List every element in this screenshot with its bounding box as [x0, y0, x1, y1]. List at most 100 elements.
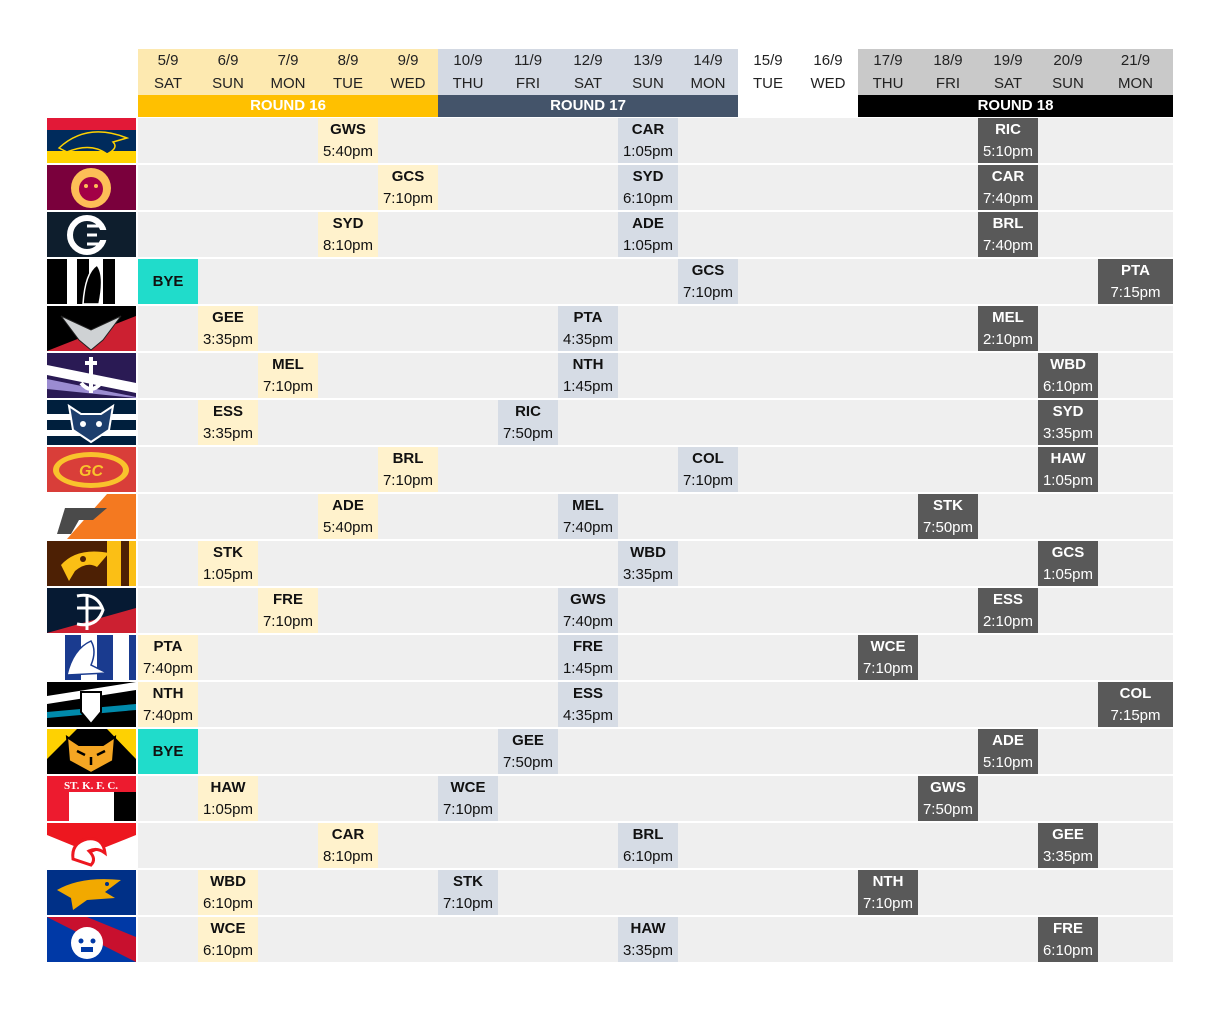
weekday-label: FRI	[935, 75, 961, 92]
date-header: 14/9 MON	[678, 49, 738, 95]
fixture-cell[interactable]: ESS 4:35pm	[558, 682, 618, 727]
fixture-cell[interactable]: ADE 5:10pm	[978, 729, 1038, 774]
fixture-cell[interactable]: COL 7:10pm	[678, 447, 738, 492]
time-label: 2:10pm	[982, 613, 1034, 630]
fixture-cell[interactable]: CAR 8:10pm	[318, 823, 378, 868]
fixture-cell[interactable]: PTA 7:15pm	[1098, 259, 1173, 304]
fixture-cell[interactable]: NTH 7:40pm	[138, 682, 198, 727]
fixture-cell[interactable]: FRE 1:45pm	[558, 635, 618, 680]
fixture-cell[interactable]: GCS 1:05pm	[1038, 541, 1098, 586]
weekday-label: SUN	[632, 75, 664, 92]
opponent-label: GWS	[330, 121, 366, 138]
fixture-cell[interactable]: STK 7:50pm	[918, 494, 978, 539]
opponent-label: BRL	[992, 215, 1024, 232]
fixture-cell[interactable]: ADE 5:40pm	[318, 494, 378, 539]
power-logo-icon	[47, 682, 136, 727]
fixture-cell[interactable]: ESS 3:35pm	[198, 400, 258, 445]
fixture-cell[interactable]: SYD 6:10pm	[618, 165, 678, 210]
tigers-logo-icon	[47, 729, 136, 774]
opponent-label: GEE	[212, 309, 244, 326]
date-header: 11/9 FRI	[498, 49, 558, 95]
opponent-label: MEL	[572, 497, 604, 514]
fixture-cell[interactable]: BRL 7:10pm	[378, 447, 438, 492]
fixture-cell[interactable]: FRE 6:10pm	[1038, 917, 1098, 962]
team-row	[138, 776, 1173, 821]
saints-logo-text: ST. K. F. C.	[64, 780, 118, 792]
date-header: 21/9 MON	[1098, 49, 1173, 95]
fixture-cell[interactable]: NTH 7:10pm	[858, 870, 918, 915]
fixture-cell[interactable]: HAW 1:05pm	[1038, 447, 1098, 492]
fixture-cell[interactable]: GCS 7:10pm	[378, 165, 438, 210]
fixture-cell[interactable]: PTA 7:40pm	[138, 635, 198, 680]
weekday-label: SUN	[1052, 75, 1084, 92]
fixture-cell[interactable]: STK 1:05pm	[198, 541, 258, 586]
opponent-label: COL	[692, 450, 724, 467]
fixture-cell[interactable]: RIC 7:50pm	[498, 400, 558, 445]
opponent-label: ESS	[212, 403, 243, 420]
date-header: 5/9 SAT	[138, 49, 198, 95]
fixture-cell[interactable]: GEE 7:50pm	[498, 729, 558, 774]
weekday-label: SUN	[212, 75, 244, 92]
fixture-cell[interactable]: CAR 7:40pm	[978, 165, 1038, 210]
suns-logo-icon: GC	[47, 447, 136, 492]
opponent-label: CAR	[991, 168, 1025, 185]
fixture-cell[interactable]: GWS 7:50pm	[918, 776, 978, 821]
saints-logo-icon: ST. K. F. C.	[47, 776, 136, 821]
date-header: 6/9 SUN	[198, 49, 258, 95]
date-label: 16/9	[813, 52, 843, 69]
fixture-cell[interactable]: SYD 3:35pm	[1038, 400, 1098, 445]
fixture-cell[interactable]: HAW 3:35pm	[618, 917, 678, 962]
time-label: 7:10pm	[682, 472, 734, 489]
fixture-cell[interactable]: MEL 7:40pm	[558, 494, 618, 539]
bye-cell[interactable]: BYE	[138, 729, 198, 774]
team-row	[138, 259, 1173, 304]
fixture-cell[interactable]: MEL 2:10pm	[978, 306, 1038, 351]
fixture-cell[interactable]: WBD 6:10pm	[1038, 353, 1098, 398]
fixture-cell[interactable]: WCE 7:10pm	[438, 776, 498, 821]
fixture-cell[interactable]: STK 7:10pm	[438, 870, 498, 915]
time-label: 3:35pm	[202, 425, 254, 442]
fixture-cell[interactable]: WBD 3:35pm	[618, 541, 678, 586]
fixture-cell[interactable]: SYD 8:10pm	[318, 212, 378, 257]
team-row	[138, 494, 1173, 539]
fixture-cell[interactable]: COL 7:15pm	[1098, 682, 1173, 727]
time-label: 7:15pm	[1110, 707, 1161, 724]
opponent-label: GWS	[930, 779, 966, 796]
fixture-cell[interactable]: PTA 4:35pm	[558, 306, 618, 351]
time-label: 7:50pm	[502, 425, 554, 442]
date-label: 8/9	[337, 52, 359, 69]
date-label: 17/9	[873, 52, 903, 69]
date-header: 15/9 TUE	[738, 49, 798, 95]
weekday-label: MON	[1118, 75, 1153, 92]
fixture-cell[interactable]: GWS 5:40pm	[318, 118, 378, 163]
fixture-cell[interactable]: GEE 3:35pm	[198, 306, 258, 351]
fixture-cell[interactable]: GWS 7:40pm	[558, 588, 618, 633]
fixture-cell[interactable]: NTH 1:45pm	[558, 353, 618, 398]
fixture-cell[interactable]: RIC 5:10pm	[978, 118, 1038, 163]
fixture-cell[interactable]: ADE 1:05pm	[618, 212, 678, 257]
fixture-cell[interactable]: WCE 6:10pm	[198, 917, 258, 962]
opponent-label: ESS	[572, 685, 603, 702]
fixture-cell[interactable]: HAW 1:05pm	[198, 776, 258, 821]
fixture-cell[interactable]: CAR 1:05pm	[618, 118, 678, 163]
time-label: 7:10pm	[262, 378, 314, 395]
fixture-cell[interactable]: MEL 7:10pm	[258, 353, 318, 398]
fixture-cell[interactable]: WBD 6:10pm	[198, 870, 258, 915]
date-label: 11/9	[513, 52, 543, 69]
time-label: 1:05pm	[622, 237, 674, 254]
fixture-cell[interactable]: WCE 7:10pm	[858, 635, 918, 680]
time-label: 7:10pm	[262, 613, 314, 630]
fixture-cell[interactable]: GEE 3:35pm	[1038, 823, 1098, 868]
bye-cell[interactable]: BYE	[138, 259, 198, 304]
date-header: 13/9 SUN	[618, 49, 678, 95]
fixture-cell[interactable]: BRL 6:10pm	[618, 823, 678, 868]
team-row	[138, 870, 1173, 915]
round-banner: ROUND 18	[858, 95, 1173, 117]
fixture-cell[interactable]: GCS 7:10pm	[678, 259, 738, 304]
opponent-label: HAW	[630, 920, 666, 937]
time-label: 7:10pm	[382, 190, 434, 207]
fixture-cell[interactable]: FRE 7:10pm	[258, 588, 318, 633]
fixture-cell[interactable]: BRL 7:40pm	[978, 212, 1038, 257]
fixture-cell[interactable]: ESS 2:10pm	[978, 588, 1038, 633]
